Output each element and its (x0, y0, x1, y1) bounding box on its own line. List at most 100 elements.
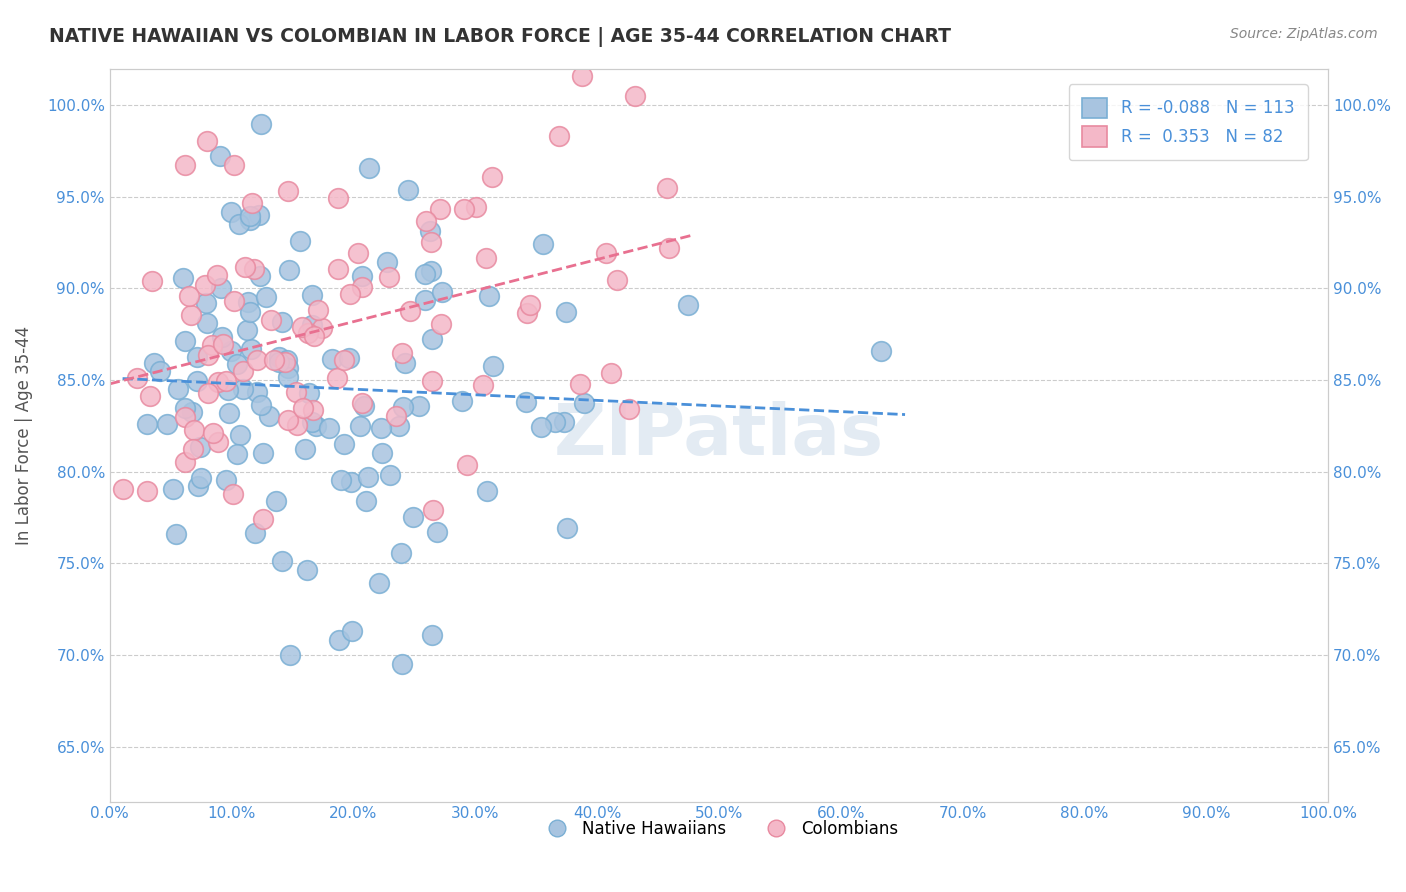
Native Hawaiians (419, 224, 441, 238)
Native Hawaiians (301, 415, 323, 429)
Native Hawaiians (378, 467, 401, 482)
Native Hawaiians (228, 217, 250, 231)
Native Hawaiians (357, 470, 380, 484)
Colombians (519, 298, 541, 312)
Colombians (595, 245, 617, 260)
Colombians (233, 260, 256, 274)
Colombians (350, 395, 373, 409)
Native Hawaiians (368, 575, 391, 590)
Colombians (657, 181, 679, 195)
Colombians (222, 293, 245, 308)
Native Hawaiians (531, 237, 554, 252)
Native Hawaiians (190, 471, 212, 485)
Native Hawaiians (195, 296, 218, 310)
Colombians (398, 304, 420, 318)
Colombians (273, 355, 295, 369)
Colombians (429, 202, 451, 217)
Colombians (568, 377, 591, 392)
Native Hawaiians (225, 447, 247, 461)
Native Hawaiians (247, 208, 270, 222)
Native Hawaiians (215, 473, 238, 487)
Native Hawaiians (329, 473, 352, 487)
Colombians (194, 278, 217, 293)
Native Hawaiians (165, 527, 187, 541)
Native Hawaiians (869, 343, 891, 358)
Native Hawaiians (402, 509, 425, 524)
Native Hawaiians (321, 352, 343, 367)
Legend: Native Hawaiians, Colombians: Native Hawaiians, Colombians (533, 814, 904, 845)
Colombians (571, 69, 593, 83)
Native Hawaiians (221, 204, 243, 219)
Colombians (195, 134, 218, 148)
Native Hawaiians (408, 399, 430, 413)
Native Hawaiians (246, 384, 269, 399)
Colombians (277, 413, 299, 427)
Native Hawaiians (267, 354, 290, 368)
Native Hawaiians (211, 330, 233, 344)
Native Hawaiians (142, 356, 165, 370)
Colombians (243, 262, 266, 277)
Colombians (240, 195, 263, 210)
Colombians (138, 389, 160, 403)
Native Hawaiians (370, 421, 392, 435)
Colombians (260, 312, 283, 326)
Native Hawaiians (553, 415, 575, 429)
Colombians (658, 241, 681, 255)
Native Hawaiians (209, 281, 232, 295)
Native Hawaiians (388, 418, 411, 433)
Native Hawaiians (259, 409, 281, 423)
Colombians (127, 371, 149, 385)
Text: ZIPatlas: ZIPatlas (554, 401, 884, 469)
Native Hawaiians (555, 521, 578, 535)
Colombians (112, 482, 135, 496)
Native Hawaiians (252, 446, 274, 460)
Colombians (481, 169, 503, 184)
Native Hawaiians (172, 271, 194, 285)
Native Hawaiians (371, 446, 394, 460)
Colombians (307, 303, 329, 318)
Native Hawaiians (156, 417, 179, 432)
Native Hawaiians (396, 183, 419, 197)
Native Hawaiians (218, 406, 240, 420)
Native Hawaiians (350, 269, 373, 284)
Native Hawaiians (162, 482, 184, 496)
Y-axis label: In Labor Force | Age 35-44: In Labor Force | Age 35-44 (15, 326, 32, 545)
Colombians (302, 403, 325, 417)
Native Hawaiians (271, 554, 294, 568)
Native Hawaiians (301, 288, 323, 302)
Colombians (177, 289, 200, 303)
Native Hawaiians (276, 352, 298, 367)
Native Hawaiians (270, 315, 292, 329)
Colombians (297, 326, 319, 340)
Native Hawaiians (305, 418, 328, 433)
Colombians (201, 338, 224, 352)
Native Hawaiians (166, 382, 188, 396)
Colombians (328, 262, 350, 277)
Colombians (183, 423, 205, 437)
Native Hawaiians (217, 383, 239, 397)
Native Hawaiians (353, 399, 375, 413)
Colombians (333, 353, 356, 368)
Native Hawaiians (318, 421, 340, 435)
Colombians (415, 213, 437, 227)
Native Hawaiians (174, 401, 197, 415)
Colombians (339, 287, 361, 301)
Native Hawaiians (375, 255, 398, 269)
Native Hawaiians (250, 117, 273, 131)
Colombians (222, 487, 245, 501)
Native Hawaiians (209, 149, 232, 163)
Native Hawaiians (264, 494, 287, 508)
Native Hawaiians (676, 298, 699, 312)
Native Hawaiians (278, 648, 301, 663)
Native Hawaiians (333, 437, 356, 451)
Native Hawaiians (277, 263, 299, 277)
Native Hawaiians (240, 342, 263, 356)
Colombians (304, 328, 326, 343)
Native Hawaiians (337, 351, 360, 365)
Native Hawaiians (254, 290, 277, 304)
Native Hawaiians (391, 657, 413, 671)
Colombians (232, 363, 254, 377)
Colombians (285, 418, 308, 433)
Colombians (252, 512, 274, 526)
Native Hawaiians (298, 386, 321, 401)
